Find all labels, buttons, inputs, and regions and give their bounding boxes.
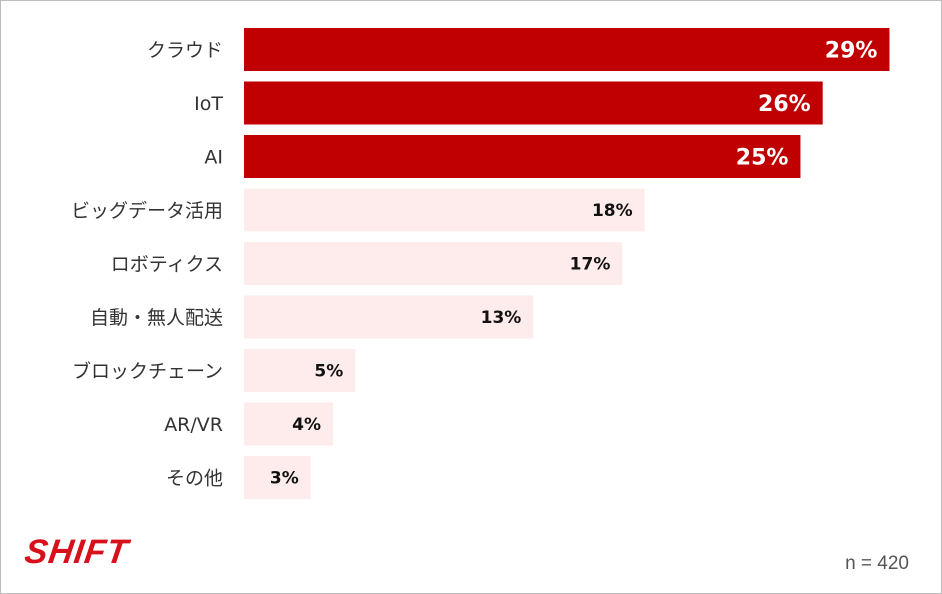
bar-4 [244,242,623,285]
bar-2 [244,135,801,178]
bar-1 [244,81,823,125]
value-label-1: 26% [758,92,811,117]
sample-size-label: n = 420 [845,553,909,574]
category-label-1: IoT [194,93,223,115]
value-label-6: 5% [314,362,343,382]
bar-7 [244,402,334,446]
value-label-8: 3% [270,469,299,489]
value-label-4: 17% [570,255,611,275]
bar-6 [244,349,356,392]
bar-0 [244,28,890,71]
value-label-5: 13% [481,308,522,328]
category-label-6: ブロックチェーン [72,360,223,383]
category-label-5: 自動・無人配送 [90,307,223,329]
category-label-8: その他 [166,468,223,490]
bar-chart: クラウド 29% IoT 26% AI 25% ビッグデータ活用 18% ロボティクス 17% 自動… [71,28,890,499]
category-label-2: AI [204,147,223,169]
bar-3 [244,188,645,232]
value-label-0: 29% [825,39,878,64]
value-label-3: 18% [592,201,633,221]
bar-8 [244,456,311,499]
value-label-7: 4% [292,415,321,435]
bar-5 [244,295,534,339]
shift-logo: SHIFT [22,533,131,571]
category-label-3: ビッグデータ活用 [71,200,223,222]
value-label-2: 25% [736,146,789,171]
category-label-7: AR/VR [164,414,223,436]
category-label-4: ロボティクス [111,254,223,276]
category-label-0: クラウド [147,40,223,62]
